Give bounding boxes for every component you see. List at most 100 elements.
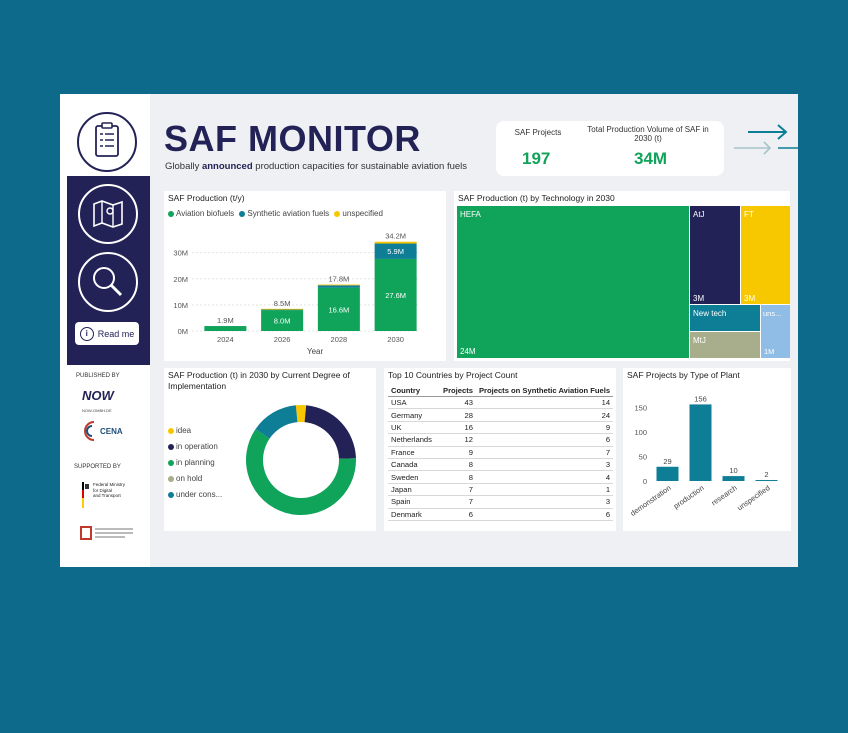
legend-item-on-hold[interactable]: on hold [168, 471, 222, 487]
svg-text:AtJ: AtJ [693, 210, 705, 219]
bar[interactable] [755, 480, 778, 482]
legend-item-unspecified[interactable]: unspecified [334, 209, 383, 218]
cell-synthetic-projects: 1 [475, 483, 614, 497]
table-row[interactable]: Japan 7 1 [388, 483, 614, 497]
total-label: 34.2M [385, 232, 406, 241]
donut-slice[interactable] [295, 405, 307, 423]
now-logo-subtitle: NOW-GMBH.DE [82, 408, 112, 413]
cell-country: Sweden [388, 470, 440, 484]
legend-item-in-planning[interactable]: in planning [168, 455, 222, 471]
table-row[interactable]: USA 43 14 [388, 396, 614, 410]
bar[interactable] [689, 404, 712, 481]
data-label: 5.9M [387, 247, 404, 256]
data-label: 16.6M [328, 305, 349, 314]
table-row[interactable]: Sweden 8 4 [388, 470, 614, 484]
treemap-tile-atj[interactable]: AtJ 3M [690, 206, 740, 304]
x-tick-label: production [672, 483, 706, 510]
total-label: 8.5M [274, 299, 291, 308]
bar-segment[interactable] [317, 287, 360, 331]
table-row[interactable]: Netherlands 12 6 [388, 433, 614, 447]
sidebar: i Read me PUBLISHED BY NOW NOW-GMBH.DE C… [60, 94, 150, 567]
kpi-volume-label: Total Production Volume of SAF in 2030 (… [587, 125, 709, 143]
x-tick-label: 2028 [331, 335, 348, 344]
legend-item-idea[interactable]: idea [168, 423, 222, 439]
treemap-tile-unspecified[interactable]: uns... 1M [761, 305, 790, 358]
page-subtitle: Globally announced production capacities… [165, 161, 468, 172]
now-logo[interactable]: NOW NOW-GMBH.DE [82, 388, 134, 413]
ministry-logo[interactable]: Federal Ministry for Digital and Transpo… [82, 482, 125, 508]
total-label: 1.9M [217, 316, 234, 325]
bar-segment[interactable] [261, 308, 304, 310]
bar-segment[interactable] [204, 326, 247, 331]
table-row[interactable]: France 9 7 [388, 446, 614, 459]
column-country[interactable]: Country [388, 384, 440, 397]
legend-item-synthetic[interactable]: Synthetic aviation fuels [239, 209, 329, 218]
treemap-title: SAF Production (t) by Technology in 2030 [458, 193, 615, 203]
next-page-arrow-icon[interactable] [734, 122, 798, 163]
cell-synthetic-projects: 24 [475, 408, 614, 422]
bar[interactable] [656, 466, 679, 481]
ministry-line-1: Federal Ministry [93, 482, 126, 487]
column-synthetic-projects[interactable]: Projects on Synthetic Aviation Fuels [475, 384, 614, 397]
cell-synthetic-projects: 3 [475, 495, 614, 509]
read-me-label: Read me [97, 328, 135, 339]
cell-country: Canada [388, 458, 440, 472]
cell-synthetic-projects: 6 [475, 433, 614, 447]
table-row[interactable]: Canada 8 3 [388, 458, 614, 472]
map-icon[interactable] [78, 184, 138, 244]
donut-slice[interactable] [255, 405, 298, 439]
bar-segment[interactable] [317, 285, 360, 288]
table-row[interactable]: Germany 28 24 [388, 408, 614, 422]
published-by-label: PUBLISHED BY [76, 373, 120, 379]
svg-text:3M: 3M [744, 294, 755, 303]
table-row[interactable]: Denmark 6 6 [388, 508, 614, 521]
cena-mark-icon [84, 421, 95, 441]
cell-country: Spain [388, 495, 440, 509]
y-tick-label: 0 [643, 477, 647, 486]
hessen-logo[interactable] [80, 522, 136, 551]
donut-title: SAF Production (t) in 2030 by Current De… [168, 370, 350, 391]
y-tick-label: 50 [639, 452, 647, 461]
production-bar-chart: 0M 10M 20M 30M 1.9M 2024 8.0M 8.5M 2026 16.6M 17.8… [173, 232, 419, 344]
technology-treemap-panel: SAF Production (t) by Technology in 2030… [454, 191, 790, 361]
treemap-tile-hefa[interactable]: HEFA 24M [457, 206, 689, 358]
column-projects[interactable]: Projects [440, 384, 476, 397]
dashboard: i Read me PUBLISHED BY NOW NOW-GMBH.DE C… [60, 94, 798, 567]
cena-label: CENA [100, 426, 123, 436]
treemap-tile-mtj[interactable]: MtJ [690, 332, 760, 358]
bar-segment[interactable] [317, 284, 360, 286]
table-row[interactable]: Spain 7 3 [388, 495, 614, 509]
clipboard-icon[interactable] [77, 112, 137, 172]
treemap-tile-new-tech[interactable]: New tech [690, 305, 760, 331]
countries-table: Country Projects Projects on Synthetic A… [388, 384, 614, 521]
donut-slice[interactable] [304, 405, 356, 459]
data-label: 10 [729, 466, 737, 475]
cell-projects: 43 [440, 396, 476, 410]
bar-segment[interactable] [374, 258, 417, 331]
technology-treemap: HEFA 24M AtJ 3M FT 3M New tech uns... 1M [457, 206, 790, 358]
legend-item-biofuels[interactable]: Aviation biofuels [168, 209, 234, 218]
bar-segment[interactable] [374, 243, 417, 259]
page-title: SAF MONITOR [164, 118, 421, 159]
cell-projects: 16 [440, 421, 476, 435]
cell-projects: 6 [440, 508, 476, 521]
search-icon[interactable] [78, 252, 138, 312]
x-tick-label: demonstration [629, 483, 673, 518]
bar-segment[interactable] [261, 310, 304, 331]
y-tick-label: 30M [173, 249, 188, 258]
bar[interactable] [722, 476, 745, 481]
ministry-line-2: for Digital [93, 487, 113, 493]
svg-text:HEFA: HEFA [460, 210, 482, 219]
legend-item-in-operation[interactable]: in operation [168, 439, 222, 455]
read-me-button[interactable]: i Read me [75, 322, 139, 345]
donut-slice[interactable] [245, 429, 356, 515]
table-row[interactable]: UK 16 9 [388, 421, 614, 435]
cell-projects: 8 [440, 470, 476, 484]
bar-segment[interactable] [261, 309, 304, 311]
legend-item-under-construction[interactable]: under cons... [168, 487, 222, 503]
cell-synthetic-projects: 4 [475, 470, 614, 484]
bar-segment[interactable] [374, 241, 417, 244]
treemap-tile-ft[interactable]: FT 3M [741, 206, 790, 304]
cena-logo[interactable]: CENA [82, 420, 123, 442]
production-x-axis-label: Year [307, 347, 324, 356]
